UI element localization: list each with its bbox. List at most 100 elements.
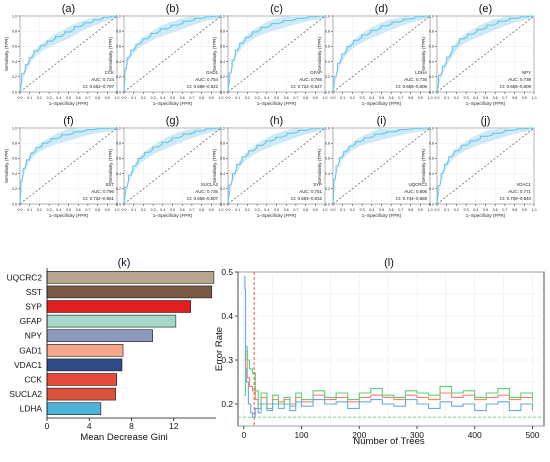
x-tick-label: 0.7	[293, 96, 298, 100]
x-tick-label: 0.6	[493, 208, 498, 212]
x-tick-label: 0.6	[180, 96, 185, 100]
x-tick-label: 0.4	[369, 208, 374, 212]
y-tick-label: 0.8	[12, 142, 17, 146]
y-tick-label: 0.6	[116, 157, 121, 161]
confidence-band	[20, 128, 117, 204]
y-tick-label: 0.8	[325, 30, 330, 34]
x-tick-label: 0.6	[284, 96, 289, 100]
y-tick-label: 0.0	[12, 202, 17, 206]
y-tick-label: 0.6	[429, 157, 434, 161]
x-tick-label: 0.8	[95, 96, 100, 100]
plot-frame	[237, 271, 545, 427]
marker-name: UQCRC2	[408, 182, 427, 187]
x-tick-label: 0.9	[313, 208, 318, 212]
y-tick-label: 0.4	[220, 172, 225, 176]
auc-value: AUC: 0.754	[195, 77, 218, 82]
y-tick-label: 0.8	[429, 30, 434, 34]
y-axis-label: Sensitivity (TPR)	[212, 148, 217, 183]
y-tick-label: 0.8	[12, 30, 17, 34]
x-tick-label: 4	[87, 421, 92, 431]
auc-value: AUC: 0.806	[404, 189, 427, 194]
roc-curve	[123, 127, 221, 205]
x-axis-label: 1−Specificity (FPR)	[153, 213, 193, 218]
y-tick-label: 0.8	[220, 142, 225, 146]
roc-curve	[227, 127, 325, 205]
roc-panel-npy: 0.0 0.1 0.2 0.3 0.4 0.5 0.6 0.7 0.8 0.9 1.00.00.20…	[421, 3, 537, 106]
x-tick-label: 0.5	[66, 96, 71, 100]
x-tick-label: 0.0	[331, 96, 336, 100]
auc-confidence-interval: CI: 0.732–0.861	[83, 196, 115, 201]
roc-curve	[436, 15, 534, 93]
error-series-line-2	[244, 346, 533, 409]
x-tick-label: 200	[352, 430, 366, 440]
x-tick-label: 0.6	[389, 96, 394, 100]
x-tick-label: 0.0	[226, 96, 231, 100]
y-tick-label: 0.3	[221, 355, 233, 365]
y-tick-label: 0.4	[325, 172, 330, 176]
y-axis-label: Sensitivity (TPR)	[421, 148, 426, 183]
auc-confidence-interval: CI: 0.709–0.840	[500, 196, 532, 201]
confidence-band	[333, 16, 430, 92]
y-tick-label: 0.8	[325, 142, 330, 146]
y-tick-label: 0.8	[116, 142, 121, 146]
x-tick-label: 0.0	[122, 208, 127, 212]
marker-name: LDHA	[415, 70, 427, 75]
auc-confidence-interval: CI: 0.722–0.847	[291, 84, 323, 89]
y-tick-label: 0.6	[220, 45, 225, 49]
x-tick-label: 0.1	[131, 96, 136, 100]
x-tick-label: 1.0	[323, 96, 328, 100]
x-tick-label: 0.8	[408, 208, 413, 212]
x-tick-label: 1.0	[219, 208, 224, 212]
auc-confidence-interval: CI: 0.683–0.816	[291, 196, 323, 201]
bar-cck	[46, 373, 118, 386]
x-tick-label: 0.2	[37, 208, 42, 212]
y-axis-label: Error Rate	[214, 327, 225, 371]
x-tick-label: 0.7	[85, 96, 90, 100]
y-tick-label: 0.4	[325, 60, 330, 64]
y-tick-label: 0.8	[429, 142, 434, 146]
y-tick-label: 0.6	[325, 45, 330, 49]
x-tick-label: 0.3	[255, 208, 260, 212]
x-tick-label: 0.6	[284, 208, 289, 212]
bar-uqcrc2	[46, 271, 215, 284]
x-tick-label: 0.9	[209, 96, 214, 100]
roc-panel-gad1: 0.0 0.1 0.2 0.3 0.4 0.5 0.6 0.7 0.8 0.9 1.00.00.20…	[108, 3, 224, 106]
y-axis-label: Sensitivity (TPR)	[4, 36, 9, 71]
x-tick-label: 1.0	[115, 96, 120, 100]
x-tick-label: 0.1	[444, 96, 449, 100]
x-tick-label: 400	[468, 430, 482, 440]
x-tick-label: 0.3	[464, 96, 469, 100]
x-axis-label: 1−Specificity (FPR)	[49, 101, 89, 106]
y-tick-label: 0.2	[429, 75, 434, 79]
category-label: SYP	[25, 302, 42, 312]
confidence-band	[124, 16, 221, 92]
roc-panel-cck: 0.0 0.1 0.2 0.3 0.4 0.5 0.6 0.7 0.8 0.9 1.0 0.0 0.2 0…	[4, 3, 120, 106]
x-axis-label: Mean Decrease Gini	[80, 432, 167, 443]
y-tick-label: 0.6	[220, 157, 225, 161]
x-tick-label: 0.4	[473, 96, 478, 100]
y-tick-label: 0.6	[325, 157, 330, 161]
roc-curve	[227, 15, 325, 93]
x-tick-label: 0.3	[47, 208, 52, 212]
x-tick-label: 0.5	[379, 96, 384, 100]
x-tick-label: 0.1	[444, 208, 449, 212]
x-tick-label: 0.6	[389, 208, 394, 212]
gini-bar-panel: (k) UQCRC2 SST SYP GFAP NPY GAD1 VDAC1 CCK SUCLA2…	[7, 257, 216, 443]
y-tick-label: 1.0	[12, 126, 17, 130]
x-tick-label: 0.8	[303, 208, 308, 212]
x-tick-label: 0.2	[245, 96, 250, 100]
x-tick-label: 0.8	[303, 96, 308, 100]
bar-ldha	[46, 402, 102, 415]
x-tick-label: 0.5	[483, 96, 488, 100]
y-axis-label: Sensitivity (TPR)	[108, 148, 113, 183]
x-tick-label: 0.5	[66, 208, 71, 212]
auc-value: AUC: 0.796	[91, 189, 114, 194]
x-axis-label: 1−Specificity (FPR)	[466, 213, 506, 218]
diagonal-reference-line	[123, 127, 222, 205]
panel-label: (d)	[375, 3, 388, 15]
x-tick-label: 0.9	[105, 96, 110, 100]
y-tick-label: 0.2	[325, 75, 330, 79]
roc-curve	[123, 15, 221, 93]
x-tick-label: 0.1	[235, 96, 240, 100]
x-tick-label: 0.3	[360, 208, 365, 212]
